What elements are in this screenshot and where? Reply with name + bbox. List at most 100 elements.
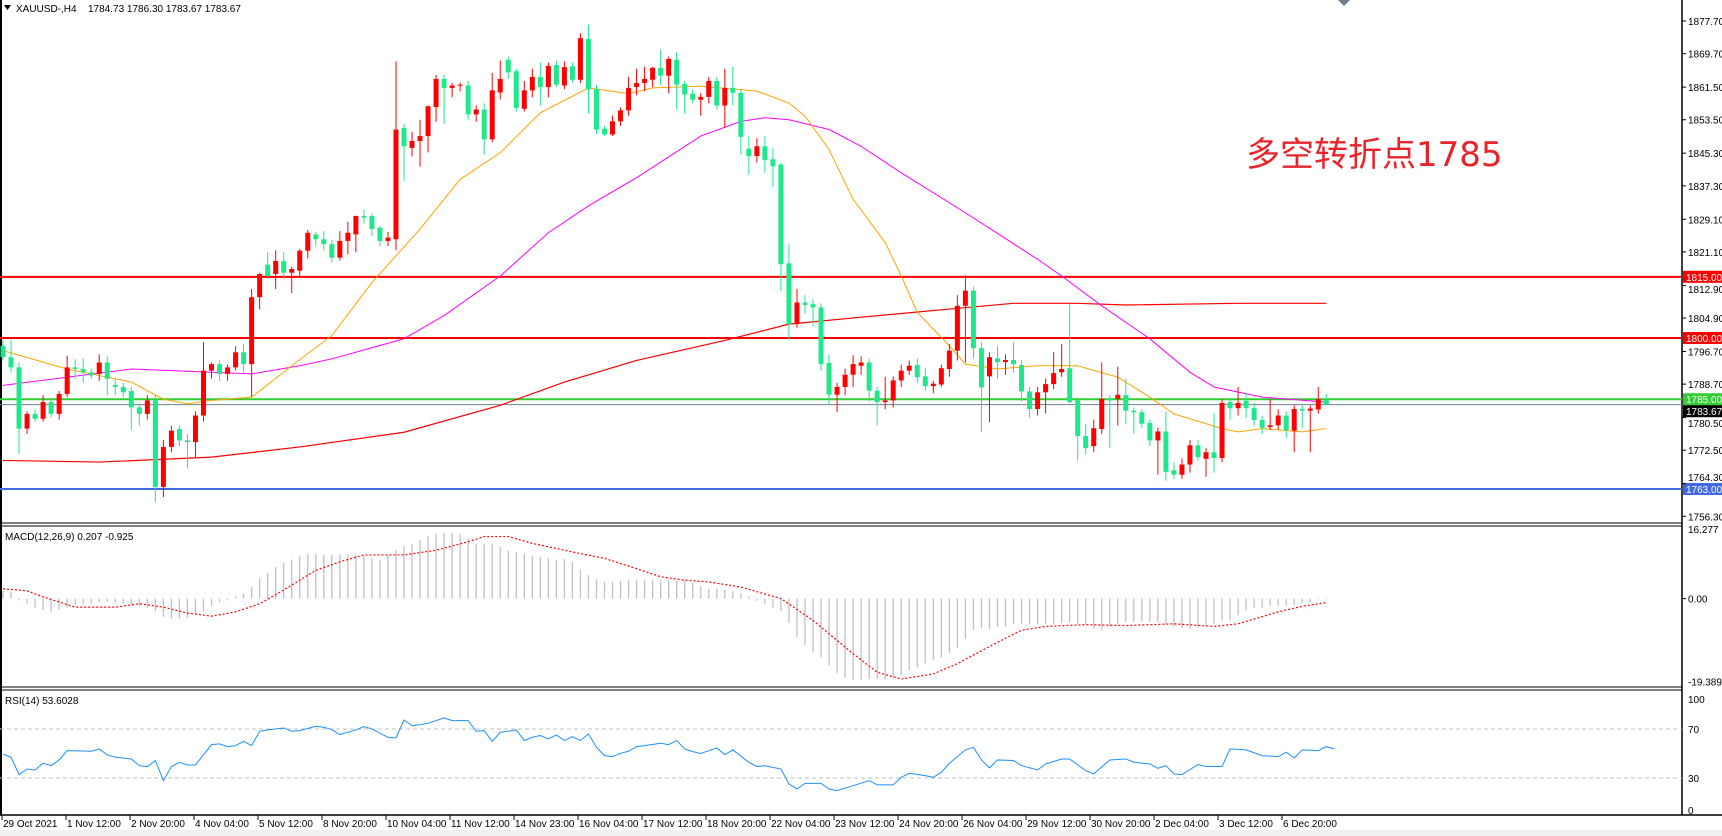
candle-body bbox=[978, 348, 984, 388]
candle-bullish bbox=[1099, 362, 1105, 434]
price-tick-label: 1764.30 bbox=[1688, 473, 1722, 484]
candle-bullish bbox=[353, 215, 359, 253]
candle-bearish bbox=[730, 66, 736, 106]
time-tick-label: 22 Nov 04:00 bbox=[771, 819, 831, 830]
candle-bullish bbox=[626, 76, 632, 116]
candle-bearish bbox=[1027, 386, 1033, 418]
candle-bearish bbox=[1067, 304, 1073, 404]
candle-bearish bbox=[313, 231, 319, 247]
candle-bearish bbox=[1323, 393, 1329, 405]
candle-bullish bbox=[305, 229, 311, 259]
candle-body bbox=[233, 352, 239, 368]
candle-bearish bbox=[329, 240, 335, 263]
current-price-tag: 1783.67 bbox=[1686, 407, 1722, 418]
time-tick-label: 2 Nov 20:00 bbox=[131, 819, 185, 830]
price-axis[interactable]: 1815.00 1800.00 1785.00 1763.00 1783.67 1877.… bbox=[1682, 17, 1722, 817]
candle-bullish bbox=[1043, 378, 1049, 414]
candle-body bbox=[16, 367, 22, 429]
candle-body bbox=[136, 407, 142, 414]
candle-bullish bbox=[858, 356, 864, 375]
candle-bullish bbox=[898, 364, 904, 387]
candle-bullish bbox=[385, 231, 391, 247]
candle-bullish bbox=[1307, 405, 1313, 453]
dropdown-triangle-icon[interactable] bbox=[4, 5, 11, 10]
candle-bullish bbox=[1187, 440, 1193, 473]
candle-body bbox=[698, 96, 704, 100]
candle-body bbox=[40, 402, 46, 419]
symbol-header[interactable]: XAUUSD-,H4 1784.73 1786.30 1783.67 1783.… bbox=[4, 4, 241, 15]
candle-body bbox=[32, 413, 38, 419]
candle-body bbox=[1123, 395, 1129, 411]
panel-borders bbox=[0, 0, 1722, 816]
candle-body bbox=[1179, 464, 1185, 475]
candle-bearish bbox=[826, 354, 832, 406]
candle-bearish bbox=[481, 103, 487, 155]
candle-bearish bbox=[465, 80, 471, 120]
candle-body bbox=[906, 365, 912, 371]
rsi-panel[interactable] bbox=[0, 717, 1682, 792]
candle-body bbox=[361, 216, 367, 218]
candle-bullish bbox=[24, 411, 30, 434]
candle-bearish bbox=[1123, 378, 1129, 424]
candle-body bbox=[642, 78, 648, 84]
candle-body bbox=[930, 383, 936, 387]
candle-bullish bbox=[257, 272, 263, 310]
candle-body bbox=[513, 71, 519, 108]
candle-body bbox=[281, 260, 287, 273]
candle-body bbox=[128, 391, 134, 408]
candle-bearish bbox=[1299, 405, 1305, 428]
level-tag-label: 1763.00 bbox=[1686, 485, 1722, 496]
candle-body bbox=[1139, 412, 1145, 424]
candle-bullish bbox=[521, 80, 527, 112]
time-tick-label: 2 Dec 04:00 bbox=[1155, 819, 1209, 830]
candle-body bbox=[545, 65, 551, 88]
macd-panel[interactable] bbox=[2, 532, 1327, 680]
candle-body bbox=[874, 390, 880, 403]
candle-body bbox=[425, 106, 431, 137]
candle-bullish bbox=[489, 72, 495, 143]
candle-bearish bbox=[120, 382, 126, 398]
candle-bearish bbox=[786, 244, 792, 341]
time-tick-label: 26 Nov 04:00 bbox=[963, 819, 1023, 830]
candle-body bbox=[786, 263, 792, 325]
candle-bullish bbox=[754, 138, 760, 163]
candle-bullish bbox=[409, 131, 415, 157]
candle-body bbox=[112, 384, 118, 387]
candle-body bbox=[802, 302, 808, 305]
candle-body bbox=[537, 76, 543, 88]
candle-body bbox=[144, 400, 150, 414]
level-tag-label: 1815.00 bbox=[1686, 273, 1722, 284]
candle-bullish bbox=[473, 105, 479, 122]
price-panel[interactable] bbox=[0, 24, 1682, 503]
candle-bearish bbox=[184, 433, 190, 469]
candle-bearish bbox=[1083, 423, 1089, 455]
time-axis[interactable]: 29 Oct 2021 1 Nov 12:00 2 Nov 20:00 4 Nov 0… bbox=[1, 815, 1337, 830]
candle-body bbox=[746, 148, 752, 157]
candle-bullish bbox=[698, 93, 704, 116]
candle-body bbox=[345, 232, 351, 241]
price-tick-label: 1772.50 bbox=[1688, 446, 1722, 457]
annotation-text: 多空转折点1785 bbox=[1246, 135, 1503, 175]
time-tick-label: 23 Nov 12:00 bbox=[835, 819, 895, 830]
candle-bullish bbox=[233, 346, 239, 371]
candle-bullish bbox=[962, 275, 968, 363]
candle-body bbox=[922, 376, 928, 387]
candle-body bbox=[152, 400, 158, 487]
chart-shift-marker-icon[interactable] bbox=[1338, 0, 1350, 6]
candle-bearish bbox=[1075, 397, 1081, 461]
candle-bearish bbox=[16, 362, 22, 454]
candle-body bbox=[1219, 402, 1225, 458]
candle-bullish bbox=[890, 376, 896, 408]
macd-axis-label: 0.00 bbox=[1688, 595, 1708, 606]
candle-bearish bbox=[104, 356, 110, 396]
candle-body bbox=[650, 67, 656, 80]
candle-bullish bbox=[946, 344, 952, 377]
candle-bullish bbox=[449, 83, 455, 98]
candle-body bbox=[80, 369, 86, 373]
candle-body bbox=[890, 380, 896, 401]
time-tick-label: 4 Nov 04:00 bbox=[195, 819, 249, 830]
time-tick-label: 1 Nov 12:00 bbox=[67, 819, 121, 830]
candle-bullish bbox=[986, 352, 992, 423]
candle-body bbox=[858, 362, 864, 366]
